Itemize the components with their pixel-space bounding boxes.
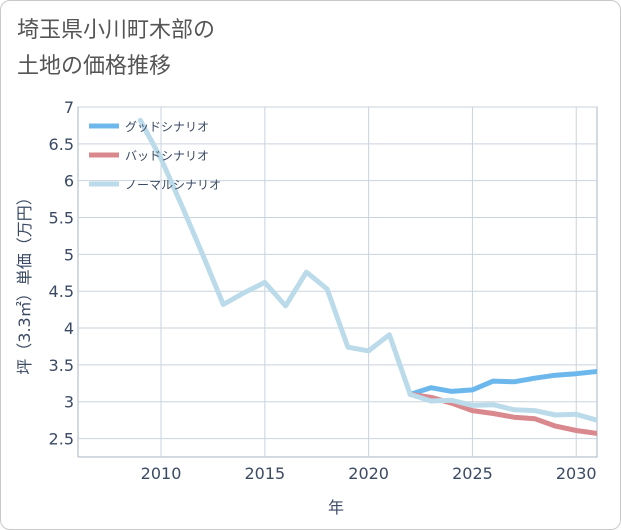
y-tick-label: 6.5 <box>49 135 74 154</box>
x-axis-label: 年 <box>328 498 344 517</box>
y-tick-label: 3 <box>64 393 74 412</box>
y-tick-label: 6 <box>64 172 74 191</box>
chart-title-line2: 土地の価格推移 <box>17 54 172 79</box>
series-line-1 <box>407 369 597 397</box>
series-line-3 <box>137 117 597 423</box>
x-tick-label: 2015 <box>244 464 285 483</box>
legend-item-1[interactable]: グッドシナリオ <box>89 120 209 134</box>
y-tick-label: 5.5 <box>49 209 74 228</box>
x-tick-label: 2025 <box>452 464 493 483</box>
legend-item-3[interactable]: ノーマルシナリオ <box>89 178 221 192</box>
y-axis-label: 坪（3.3㎡）単価（万円） <box>15 189 34 374</box>
y-tick-label: 4 <box>64 319 74 338</box>
legend-label: ノーマルシナリオ <box>125 178 221 192</box>
y-tick-label: 4.5 <box>49 282 74 301</box>
y-tick-label: 5 <box>64 245 74 264</box>
x-tick-label: 2020 <box>348 464 389 483</box>
y-tick-label: 2.5 <box>49 430 74 449</box>
legend-label: バッドシナリオ <box>125 149 209 163</box>
legend-item-2[interactable]: バッドシナリオ <box>89 149 209 163</box>
chart-title: 埼玉県小川町木部の 土地の価格推移 <box>17 13 215 85</box>
gridlines <box>78 106 597 457</box>
tick-labels: 2010 2015 2020 2025 2030 2.5 3 3.5 4 4.5 5 5.5 6 6.5 7 <box>49 98 597 483</box>
y-tick-label: 7 <box>64 98 74 117</box>
y-tick-label: 3.5 <box>49 356 74 375</box>
series-lines <box>137 117 597 436</box>
legend-label: グッドシナリオ <box>125 120 209 134</box>
x-tick-label: 2030 <box>556 464 597 483</box>
chart-title-line1: 埼玉県小川町木部の <box>17 18 216 43</box>
x-tick-label: 2010 <box>141 464 182 483</box>
